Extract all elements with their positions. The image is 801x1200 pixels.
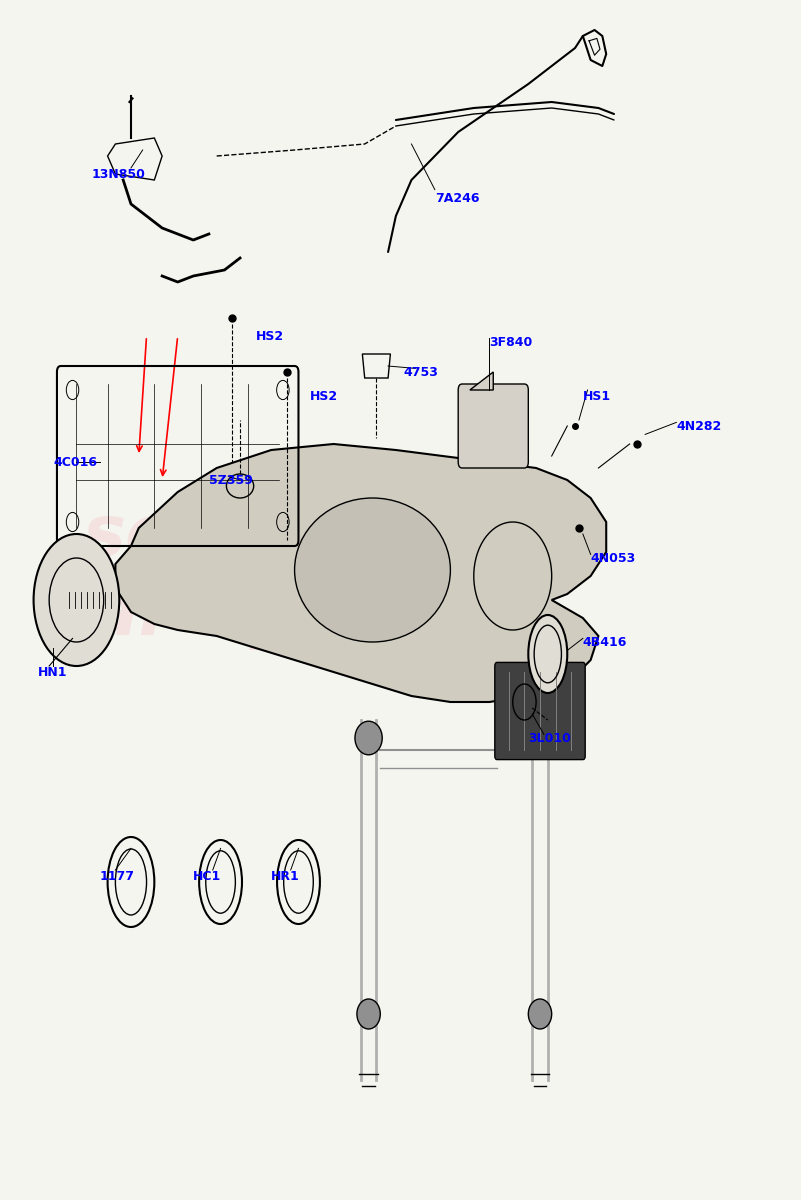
- Ellipse shape: [529, 614, 567, 692]
- Text: 4B416: 4B416: [583, 636, 627, 648]
- Text: HS2: HS2: [256, 330, 284, 342]
- Text: HN1: HN1: [38, 666, 67, 678]
- Text: HC1: HC1: [193, 870, 222, 882]
- Text: 13N850: 13N850: [92, 168, 146, 180]
- Text: 4N053: 4N053: [590, 552, 636, 564]
- Ellipse shape: [473, 522, 552, 630]
- Text: 5Z359: 5Z359: [209, 474, 253, 486]
- Text: HR1: HR1: [272, 870, 300, 882]
- Text: HS2: HS2: [310, 390, 338, 402]
- Ellipse shape: [357, 998, 380, 1028]
- Text: 1177: 1177: [100, 870, 135, 882]
- FancyBboxPatch shape: [458, 384, 529, 468]
- Polygon shape: [470, 372, 493, 390]
- Polygon shape: [115, 444, 606, 702]
- Text: 4753: 4753: [404, 366, 438, 378]
- FancyBboxPatch shape: [495, 662, 586, 760]
- Text: scuderia
car   parts: scuderia car parts: [47, 502, 464, 650]
- Text: HS1: HS1: [583, 390, 611, 402]
- Ellipse shape: [295, 498, 450, 642]
- Ellipse shape: [529, 998, 552, 1028]
- Circle shape: [34, 534, 119, 666]
- Text: 3F840: 3F840: [489, 336, 533, 348]
- Text: 4N282: 4N282: [676, 420, 722, 432]
- Text: 7A246: 7A246: [435, 192, 479, 204]
- Ellipse shape: [355, 721, 382, 755]
- Text: 4C016: 4C016: [53, 456, 97, 468]
- Text: 3L010: 3L010: [529, 732, 571, 744]
